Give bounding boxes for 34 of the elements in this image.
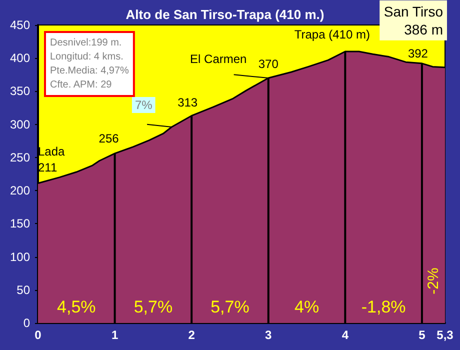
y-tick-label: 450 bbox=[10, 18, 30, 32]
y-tick-label: 0 bbox=[23, 316, 30, 330]
annotation: 256 bbox=[98, 131, 120, 146]
y-tick-label: 300 bbox=[10, 117, 30, 132]
x-tick-label: 4 bbox=[342, 328, 349, 342]
annotation: 4,5% bbox=[57, 298, 96, 316]
annotation: 7% bbox=[134, 98, 153, 112]
y-tick-label: 100 bbox=[10, 250, 30, 264]
annotation: 313 bbox=[178, 96, 198, 110]
y-tick-label: 350 bbox=[10, 84, 30, 98]
x-tick-label: 5,3 bbox=[436, 328, 454, 342]
y-tick-label: 50 bbox=[16, 282, 30, 297]
x-tick-label: 0 bbox=[34, 328, 42, 342]
chart-title: Alto de San Tirso-Trapa (410 m.) bbox=[126, 7, 324, 22]
x-tick-label: 2 bbox=[188, 328, 196, 342]
y-tick-label: 200 bbox=[10, 184, 30, 198]
annotation: 392 bbox=[408, 46, 428, 60]
x-tick-label: 1 bbox=[111, 328, 118, 342]
annotation: 370 bbox=[258, 56, 279, 71]
annotation: Lada 211 bbox=[38, 144, 66, 174]
annotation: 5,7% bbox=[210, 298, 250, 316]
y-tick-label: 400 bbox=[10, 51, 30, 66]
y-tick-label: 250 bbox=[10, 150, 30, 164]
annotation: San Tirso 386 m bbox=[384, 3, 444, 38]
x-tick-label: 5 bbox=[418, 328, 426, 342]
annotation: Trapa (410 m) bbox=[294, 27, 370, 42]
annotation: -2% bbox=[424, 268, 442, 294]
annotation: El Carmen bbox=[190, 52, 247, 66]
annotation: 4% bbox=[294, 298, 320, 316]
annotation: 5,7% bbox=[134, 298, 173, 316]
annotation: Desnivel:199 m. Longitud: 4 kms. Pte.Media: 4,97% Cfte. APM: 29 bbox=[50, 38, 130, 90]
x-tick-label: 3 bbox=[265, 328, 272, 342]
y-tick-label: 150 bbox=[10, 216, 30, 231]
annotation: -1,8% bbox=[361, 298, 406, 316]
